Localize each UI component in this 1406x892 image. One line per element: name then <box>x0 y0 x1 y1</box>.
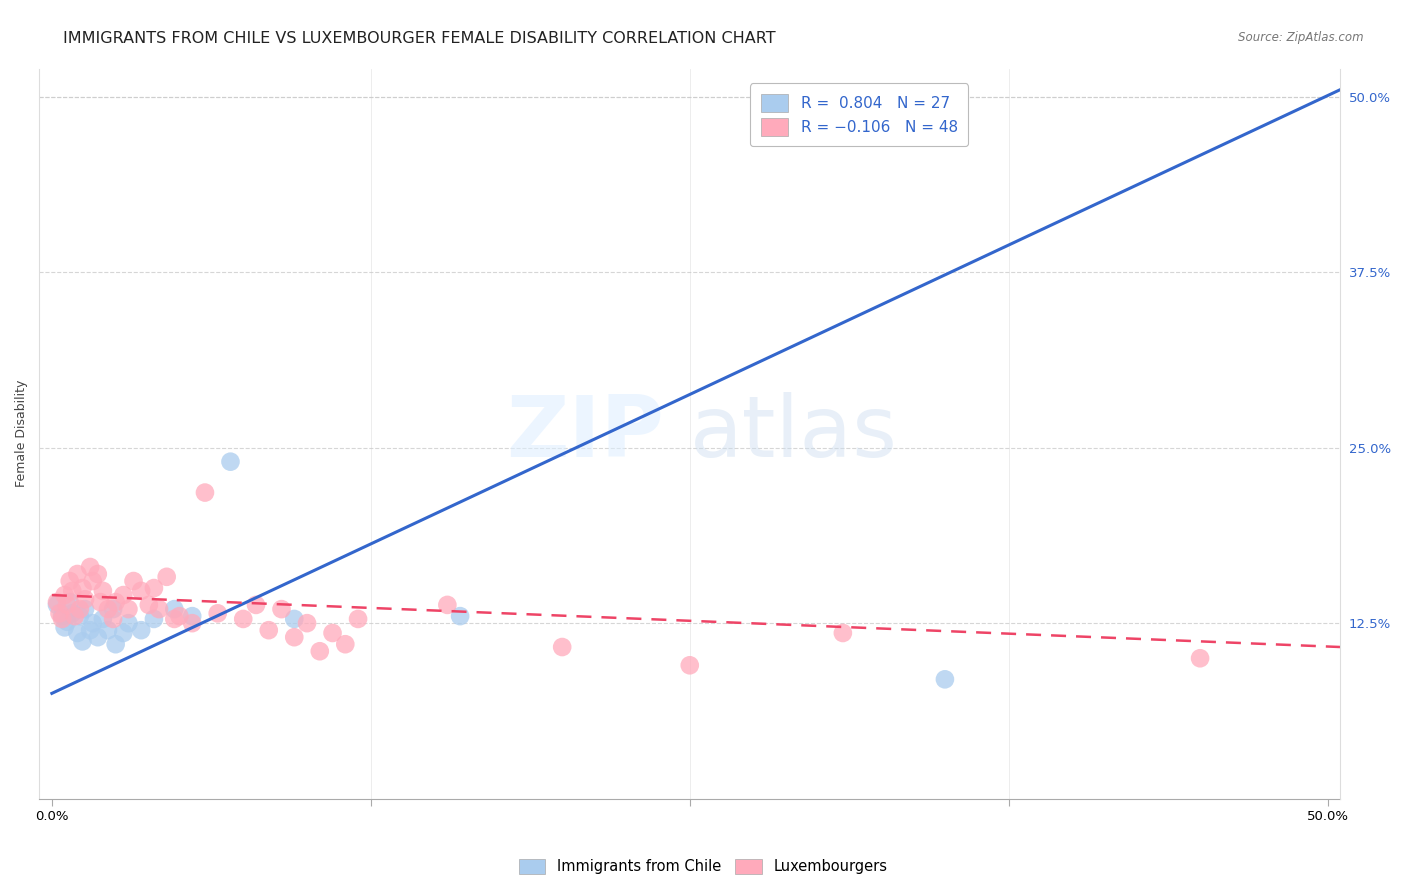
Point <box>82 574 104 588</box>
Point <box>679 658 702 673</box>
Point <box>169 609 191 624</box>
Point <box>69 602 91 616</box>
Point <box>79 560 101 574</box>
Point <box>56 598 79 612</box>
Point <box>53 620 76 634</box>
Point <box>104 637 127 651</box>
Point <box>112 588 135 602</box>
Point <box>163 612 186 626</box>
Point <box>163 602 186 616</box>
Point <box>91 583 114 598</box>
Point <box>283 612 305 626</box>
Point <box>436 598 458 612</box>
Point <box>129 623 152 637</box>
Point <box>59 574 82 588</box>
Point <box>87 567 110 582</box>
Point <box>59 595 82 609</box>
Point <box>831 626 853 640</box>
Point <box>51 609 73 624</box>
Legend: R =  0.804   N = 27, R = −0.106   N = 48: R = 0.804 N = 27, R = −0.106 N = 48 <box>751 84 969 146</box>
Y-axis label: Female Disability: Female Disability <box>15 380 28 487</box>
Point <box>148 602 170 616</box>
Point <box>69 609 91 624</box>
Point <box>551 640 574 654</box>
Point <box>48 607 70 621</box>
Point <box>308 644 330 658</box>
Point <box>449 609 471 624</box>
Point <box>1189 651 1212 665</box>
Point <box>232 612 254 626</box>
Point <box>122 574 145 588</box>
Point <box>112 626 135 640</box>
Point <box>194 485 217 500</box>
Point <box>322 626 344 640</box>
Point <box>245 598 267 612</box>
Point <box>142 581 165 595</box>
Point <box>181 616 204 631</box>
Point <box>207 607 229 621</box>
Point <box>257 623 280 637</box>
Point <box>66 626 89 640</box>
Point <box>53 588 76 602</box>
Point <box>63 609 86 624</box>
Point <box>219 455 242 469</box>
Point <box>117 602 139 616</box>
Text: atlas: atlas <box>690 392 898 475</box>
Point <box>66 567 89 582</box>
Point <box>335 637 357 651</box>
Point <box>60 583 83 598</box>
Point <box>129 583 152 598</box>
Point <box>72 634 94 648</box>
Point <box>91 612 114 626</box>
Point <box>56 615 79 629</box>
Point <box>46 598 69 612</box>
Point <box>73 592 96 607</box>
Point <box>89 595 111 609</box>
Point <box>347 612 370 626</box>
Point <box>101 612 124 626</box>
Point <box>73 602 96 616</box>
Point <box>97 602 120 616</box>
Point <box>51 612 73 626</box>
Point <box>82 616 104 631</box>
Point <box>181 609 204 624</box>
Text: IMMIGRANTS FROM CHILE VS LUXEMBOURGER FEMALE DISABILITY CORRELATION CHART: IMMIGRANTS FROM CHILE VS LUXEMBOURGER FE… <box>63 31 776 46</box>
Point <box>934 673 956 687</box>
Point <box>72 581 94 595</box>
Text: Source: ZipAtlas.com: Source: ZipAtlas.com <box>1239 31 1364 45</box>
Point <box>60 607 83 621</box>
Point <box>138 598 160 612</box>
Point <box>97 623 120 637</box>
Point <box>142 612 165 626</box>
Point <box>117 616 139 631</box>
Legend: Immigrants from Chile, Luxembourgers: Immigrants from Chile, Luxembourgers <box>513 853 893 880</box>
Point <box>87 630 110 644</box>
Point <box>104 595 127 609</box>
Point <box>156 570 179 584</box>
Point <box>295 616 318 631</box>
Text: ZIP: ZIP <box>506 392 664 475</box>
Point <box>270 602 292 616</box>
Point <box>101 602 124 616</box>
Point <box>283 630 305 644</box>
Point <box>79 623 101 637</box>
Point <box>46 595 69 609</box>
